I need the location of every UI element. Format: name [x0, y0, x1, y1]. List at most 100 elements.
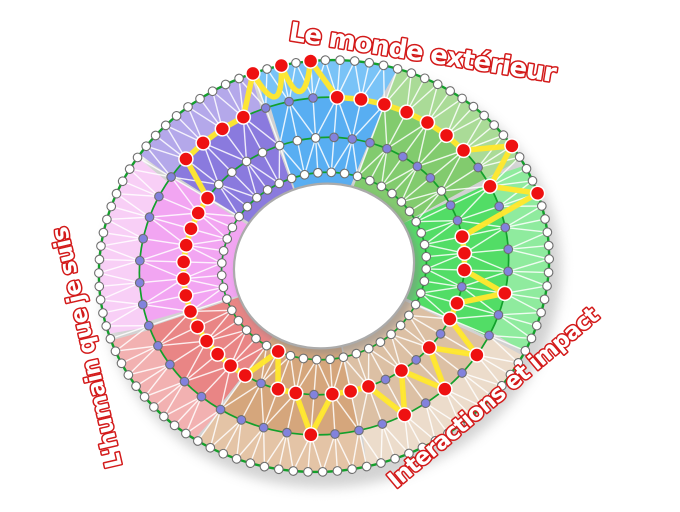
selected-node[interactable]: [342, 383, 359, 400]
node-white[interactable]: [445, 86, 456, 96]
selected-node[interactable]: [469, 347, 486, 364]
node-white[interactable]: [245, 458, 256, 469]
node-white[interactable]: [521, 163, 532, 174]
node-white[interactable]: [514, 152, 525, 162]
node-white[interactable]: [386, 329, 396, 340]
node-white[interactable]: [102, 214, 112, 225]
node-white[interactable]: [218, 245, 229, 256]
node-white[interactable]: [339, 168, 350, 179]
selected-node[interactable]: [190, 205, 207, 222]
selected-node[interactable]: [438, 127, 455, 144]
node-purple[interactable]: [134, 277, 145, 288]
node-purple[interactable]: [258, 422, 269, 433]
node-white[interactable]: [222, 234, 233, 244]
selected-node[interactable]: [442, 311, 459, 328]
node-purple[interactable]: [138, 233, 149, 244]
node-purple[interactable]: [382, 143, 392, 154]
node-white[interactable]: [150, 130, 161, 141]
node-white[interactable]: [411, 216, 421, 227]
node-purple[interactable]: [154, 191, 164, 202]
selected-node[interactable]: [183, 220, 200, 237]
node-white[interactable]: [169, 420, 180, 431]
node-white[interactable]: [233, 315, 244, 326]
node-white[interactable]: [207, 86, 218, 97]
selected-node[interactable]: [396, 407, 413, 424]
node-white[interactable]: [105, 333, 116, 344]
node-white[interactable]: [216, 258, 227, 268]
node-white[interactable]: [531, 320, 542, 331]
node-white[interactable]: [352, 171, 363, 182]
selected-node[interactable]: [175, 270, 192, 287]
node-purple[interactable]: [284, 96, 294, 107]
node-white[interactable]: [543, 267, 554, 278]
node-purple[interactable]: [435, 329, 446, 339]
node-white[interactable]: [415, 288, 426, 298]
node-white[interactable]: [95, 294, 106, 305]
selected-node[interactable]: [209, 346, 226, 363]
node-white[interactable]: [320, 55, 331, 66]
node-white[interactable]: [213, 179, 224, 190]
node-purple[interactable]: [153, 340, 163, 351]
node-purple[interactable]: [500, 222, 511, 233]
node-white[interactable]: [94, 254, 105, 265]
node-white[interactable]: [468, 101, 479, 112]
node-white[interactable]: [116, 358, 127, 369]
node-white[interactable]: [111, 188, 122, 199]
node-white[interactable]: [390, 453, 400, 464]
node-white[interactable]: [498, 130, 509, 141]
node-white[interactable]: [231, 453, 242, 464]
node-white[interactable]: [242, 201, 253, 212]
node-white[interactable]: [274, 178, 285, 189]
node-white[interactable]: [227, 305, 237, 316]
selected-node[interactable]: [455, 142, 472, 159]
node-white[interactable]: [313, 167, 323, 178]
node-purple[interactable]: [330, 429, 340, 439]
node-purple[interactable]: [135, 255, 145, 266]
selected-node[interactable]: [195, 135, 212, 152]
selected-node[interactable]: [270, 343, 287, 360]
node-purple[interactable]: [282, 427, 292, 438]
node-white[interactable]: [131, 381, 141, 391]
node-white[interactable]: [251, 333, 261, 344]
node-white[interactable]: [505, 369, 516, 380]
node-white[interactable]: [396, 197, 407, 207]
node-white[interactable]: [527, 175, 538, 186]
selected-node[interactable]: [421, 339, 438, 356]
node-white[interactable]: [416, 228, 427, 238]
node-white[interactable]: [106, 201, 117, 212]
node-purple[interactable]: [398, 151, 408, 162]
node-white[interactable]: [298, 353, 309, 364]
node-white[interactable]: [406, 68, 417, 79]
node-white[interactable]: [317, 466, 328, 477]
selected-node[interactable]: [237, 367, 254, 384]
node-white[interactable]: [262, 64, 272, 74]
node-white[interactable]: [351, 348, 362, 359]
selected-node[interactable]: [214, 121, 231, 138]
node-purple[interactable]: [347, 134, 358, 144]
node-white[interactable]: [311, 354, 322, 365]
node-purple[interactable]: [411, 355, 422, 365]
node-white[interactable]: [496, 380, 507, 391]
node-white[interactable]: [376, 181, 387, 192]
node-white[interactable]: [159, 411, 169, 422]
node-white[interactable]: [325, 354, 335, 365]
node-purple[interactable]: [165, 359, 175, 370]
selected-node[interactable]: [437, 381, 454, 398]
selected-node[interactable]: [245, 65, 262, 82]
selected-node[interactable]: [454, 228, 471, 245]
node-purple[interactable]: [445, 200, 456, 211]
node-white[interactable]: [432, 79, 443, 90]
node-white[interactable]: [363, 343, 374, 354]
node-white[interactable]: [291, 57, 301, 68]
node-white[interactable]: [286, 173, 297, 184]
node-purple[interactable]: [484, 330, 494, 341]
node-purple[interactable]: [380, 374, 391, 385]
node-white[interactable]: [274, 140, 285, 151]
node-white[interactable]: [241, 325, 252, 335]
node-purple[interactable]: [260, 103, 271, 113]
node-white[interactable]: [218, 282, 229, 293]
node-white[interactable]: [421, 264, 432, 274]
selected-node[interactable]: [419, 114, 436, 131]
node-white[interactable]: [404, 206, 415, 217]
node-white[interactable]: [392, 63, 403, 74]
